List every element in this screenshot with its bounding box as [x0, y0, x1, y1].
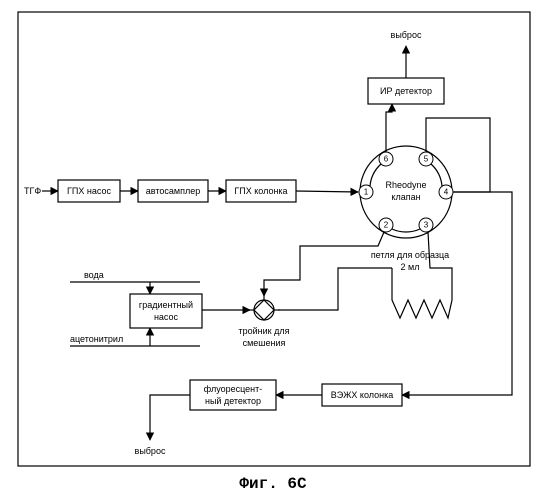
fluor-label-1: флуоресцент- [204, 384, 263, 394]
valve-port-2: 2 [379, 218, 393, 232]
valve-port-5: 5 [419, 152, 433, 166]
tee-label-2: смешения [243, 338, 286, 348]
svg-text:6: 6 [384, 155, 389, 164]
emission-bottom-label: выброс [135, 446, 166, 456]
valve-label-1: Rheodyne [385, 180, 426, 190]
valve-port-4: 4 [439, 185, 453, 199]
sample-loop-label-2: 2 мл [401, 262, 420, 272]
gradient-label-1: градиентный [139, 300, 193, 310]
gradient-label-2: насос [154, 312, 179, 322]
svg-text:2: 2 [384, 221, 389, 230]
ir-detector-label: ИР детектор [380, 86, 432, 96]
valve-label-2: клапан [391, 192, 420, 202]
tgf-label: ТГФ [24, 186, 41, 196]
svg-text:5: 5 [424, 155, 429, 164]
valve-port-1: 1 [359, 185, 373, 199]
valve-port-6: 6 [379, 152, 393, 166]
gpc-pump-label: ГПХ насос [67, 186, 111, 196]
svg-text:1: 1 [364, 188, 369, 197]
svg-text:4: 4 [444, 188, 449, 197]
gpc-column-label: ГПХ колонка [234, 186, 287, 196]
hplc-column-label: ВЭЖХ колонка [331, 390, 394, 400]
valve-port-3: 3 [419, 218, 433, 232]
water-label: вода [84, 270, 104, 280]
tee-label-1: тройник для [239, 326, 290, 336]
figure-caption: Фиг. 6C [239, 475, 307, 493]
emission-top-label: выброс [391, 30, 422, 40]
fluor-label-2: ный детектор [205, 396, 261, 406]
autosampler-label: автосамплер [146, 186, 200, 196]
sample-loop-label-1: петля для образца [371, 250, 449, 260]
svg-text:3: 3 [424, 221, 429, 230]
aceto-label: ацетонитрил [70, 334, 123, 344]
